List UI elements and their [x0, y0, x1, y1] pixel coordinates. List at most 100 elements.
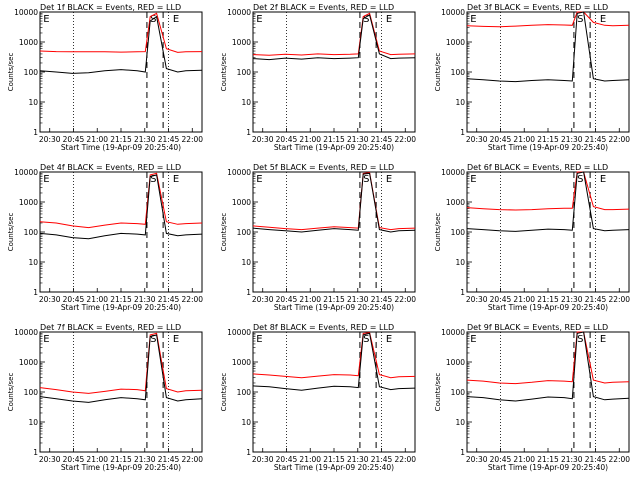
x-tick-label: 21:00	[513, 135, 535, 144]
plot-frame	[466, 331, 630, 453]
y-tick-label: 10000	[227, 168, 251, 177]
y-axis-label: Counts/sec	[7, 213, 15, 252]
event-marker-label: S	[150, 14, 156, 25]
x-tick-label: 20:30	[39, 455, 61, 464]
event-marker-label: E	[43, 174, 49, 185]
event-marker-label: S	[150, 174, 156, 185]
events-series-line	[466, 11, 630, 83]
x-tick-label: 22:00	[394, 135, 416, 144]
y-axis-label: Counts/sec	[220, 53, 228, 92]
y-tick-label: 10000	[227, 8, 251, 17]
y-tick-label: 10	[455, 418, 465, 427]
plot-title: Det 5f BLACK = Events, RED = LLD	[253, 163, 394, 172]
y-tick-label: 1	[246, 448, 251, 457]
lld-series-line	[466, 11, 630, 28]
event-marker-label: E	[43, 14, 49, 25]
y-tick-label: 1000	[19, 38, 38, 47]
x-axis-label: Start Time (19-Apr-09 20:25:40)	[488, 303, 608, 312]
x-axis-label: Start Time (19-Apr-09 20:25:40)	[274, 463, 394, 472]
lld-series-line	[252, 332, 416, 379]
x-tick-label: 21:15	[323, 455, 345, 464]
detector-plot-9: Det 9f BLACK = Events, RED = LLD 20:30 20:…	[434, 323, 630, 472]
plot-title: Det 2f BLACK = Events, RED = LLD	[253, 3, 394, 12]
y-tick-label: 100	[451, 68, 466, 77]
y-tick-label: 1	[460, 448, 465, 457]
y-tick-label: 1000	[232, 38, 251, 47]
y-tick-label: 1000	[446, 358, 465, 367]
x-tick-label: 21:30	[134, 455, 156, 464]
y-tick-label: 1000	[19, 198, 38, 207]
y-axis-label: Counts/sec	[7, 373, 15, 412]
x-tick-label: 20:45	[276, 295, 298, 304]
plot-frame	[466, 171, 630, 293]
plot-frame	[252, 11, 416, 133]
x-tick-label: 22:00	[608, 135, 630, 144]
plot-title: Det 6f BLACK = Events, RED = LLD	[467, 163, 608, 172]
x-axis-label: Start Time (19-Apr-09 20:25:40)	[488, 143, 608, 152]
x-tick-label: 20:45	[490, 135, 512, 144]
events-series-line	[39, 174, 203, 240]
y-tick-label: 10000	[14, 8, 38, 17]
events-series-line	[252, 14, 416, 61]
x-axis-label: Start Time (19-Apr-09 20:25:40)	[274, 303, 394, 312]
x-tick-label: 20:30	[466, 135, 488, 144]
event-marker-label: E	[386, 14, 392, 25]
plot-frame	[39, 171, 203, 293]
x-tick-label: 20:45	[276, 135, 298, 144]
plot-title: Det 7f BLACK = Events, RED = LLD	[40, 323, 181, 332]
lld-series-line	[466, 331, 630, 385]
y-axis-label: Counts/sec	[434, 373, 442, 412]
x-tick-label: 21:00	[299, 135, 321, 144]
events-series-line	[252, 172, 416, 233]
event-marker-label: E	[600, 174, 606, 185]
x-tick-label: 21:30	[561, 135, 583, 144]
x-tick-label: 22:00	[394, 455, 416, 464]
x-tick-label: 21:45	[585, 135, 607, 144]
detector-plot-3: Det 3f BLACK = Events, RED = LLD 20:30 20:…	[434, 3, 630, 152]
x-tick-label: 21:15	[110, 135, 132, 144]
y-tick-label: 1000	[446, 198, 465, 207]
y-tick-label: 10	[28, 418, 38, 427]
x-tick-label: 22:00	[181, 455, 203, 464]
y-tick-label: 100	[237, 228, 252, 237]
x-tick-label: 21:30	[561, 295, 583, 304]
x-tick-label: 20:30	[39, 295, 61, 304]
x-axis-label: Start Time (19-Apr-09 20:25:40)	[61, 463, 181, 472]
event-marker-label: S	[577, 174, 583, 185]
y-tick-label: 100	[24, 68, 39, 77]
event-marker-label: E	[173, 174, 179, 185]
x-tick-label: 22:00	[608, 295, 630, 304]
x-tick-label: 21:15	[323, 295, 345, 304]
x-tick-label: 21:30	[134, 135, 156, 144]
detector-plot-8: Det 8f BLACK = Events, RED = LLD 20:30 20:…	[220, 323, 416, 472]
x-tick-label: 21:15	[110, 295, 132, 304]
plot-title: Det 4f BLACK = Events, RED = LLD	[40, 163, 181, 172]
x-tick-label: 20:45	[490, 295, 512, 304]
event-marker-label: E	[256, 174, 262, 185]
lld-series-line	[252, 12, 416, 56]
x-tick-label: 21:00	[299, 295, 321, 304]
events-series-line	[39, 334, 203, 403]
plot-title: Det 9f BLACK = Events, RED = LLD	[467, 323, 608, 332]
x-tick-label: 20:45	[276, 455, 298, 464]
x-tick-label: 21:15	[537, 455, 559, 464]
events-series-line	[466, 171, 630, 232]
x-tick-label: 21:00	[513, 295, 535, 304]
y-axis-label: Counts/sec	[434, 213, 442, 252]
x-tick-label: 22:00	[608, 455, 630, 464]
event-marker-label: E	[470, 14, 476, 25]
y-tick-label: 10000	[441, 168, 465, 177]
x-tick-label: 20:30	[39, 135, 61, 144]
x-tick-label: 21:30	[347, 295, 369, 304]
y-tick-label: 1000	[232, 198, 251, 207]
y-tick-label: 100	[451, 388, 466, 397]
x-tick-label: 22:00	[181, 295, 203, 304]
x-tick-label: 20:30	[252, 295, 274, 304]
x-axis-label: Start Time (19-Apr-09 20:25:40)	[61, 143, 181, 152]
y-tick-label: 1000	[19, 358, 38, 367]
y-tick-label: 10	[241, 418, 251, 427]
x-tick-label: 20:30	[466, 455, 488, 464]
y-tick-label: 1000	[232, 358, 251, 367]
x-tick-label: 21:00	[86, 295, 108, 304]
